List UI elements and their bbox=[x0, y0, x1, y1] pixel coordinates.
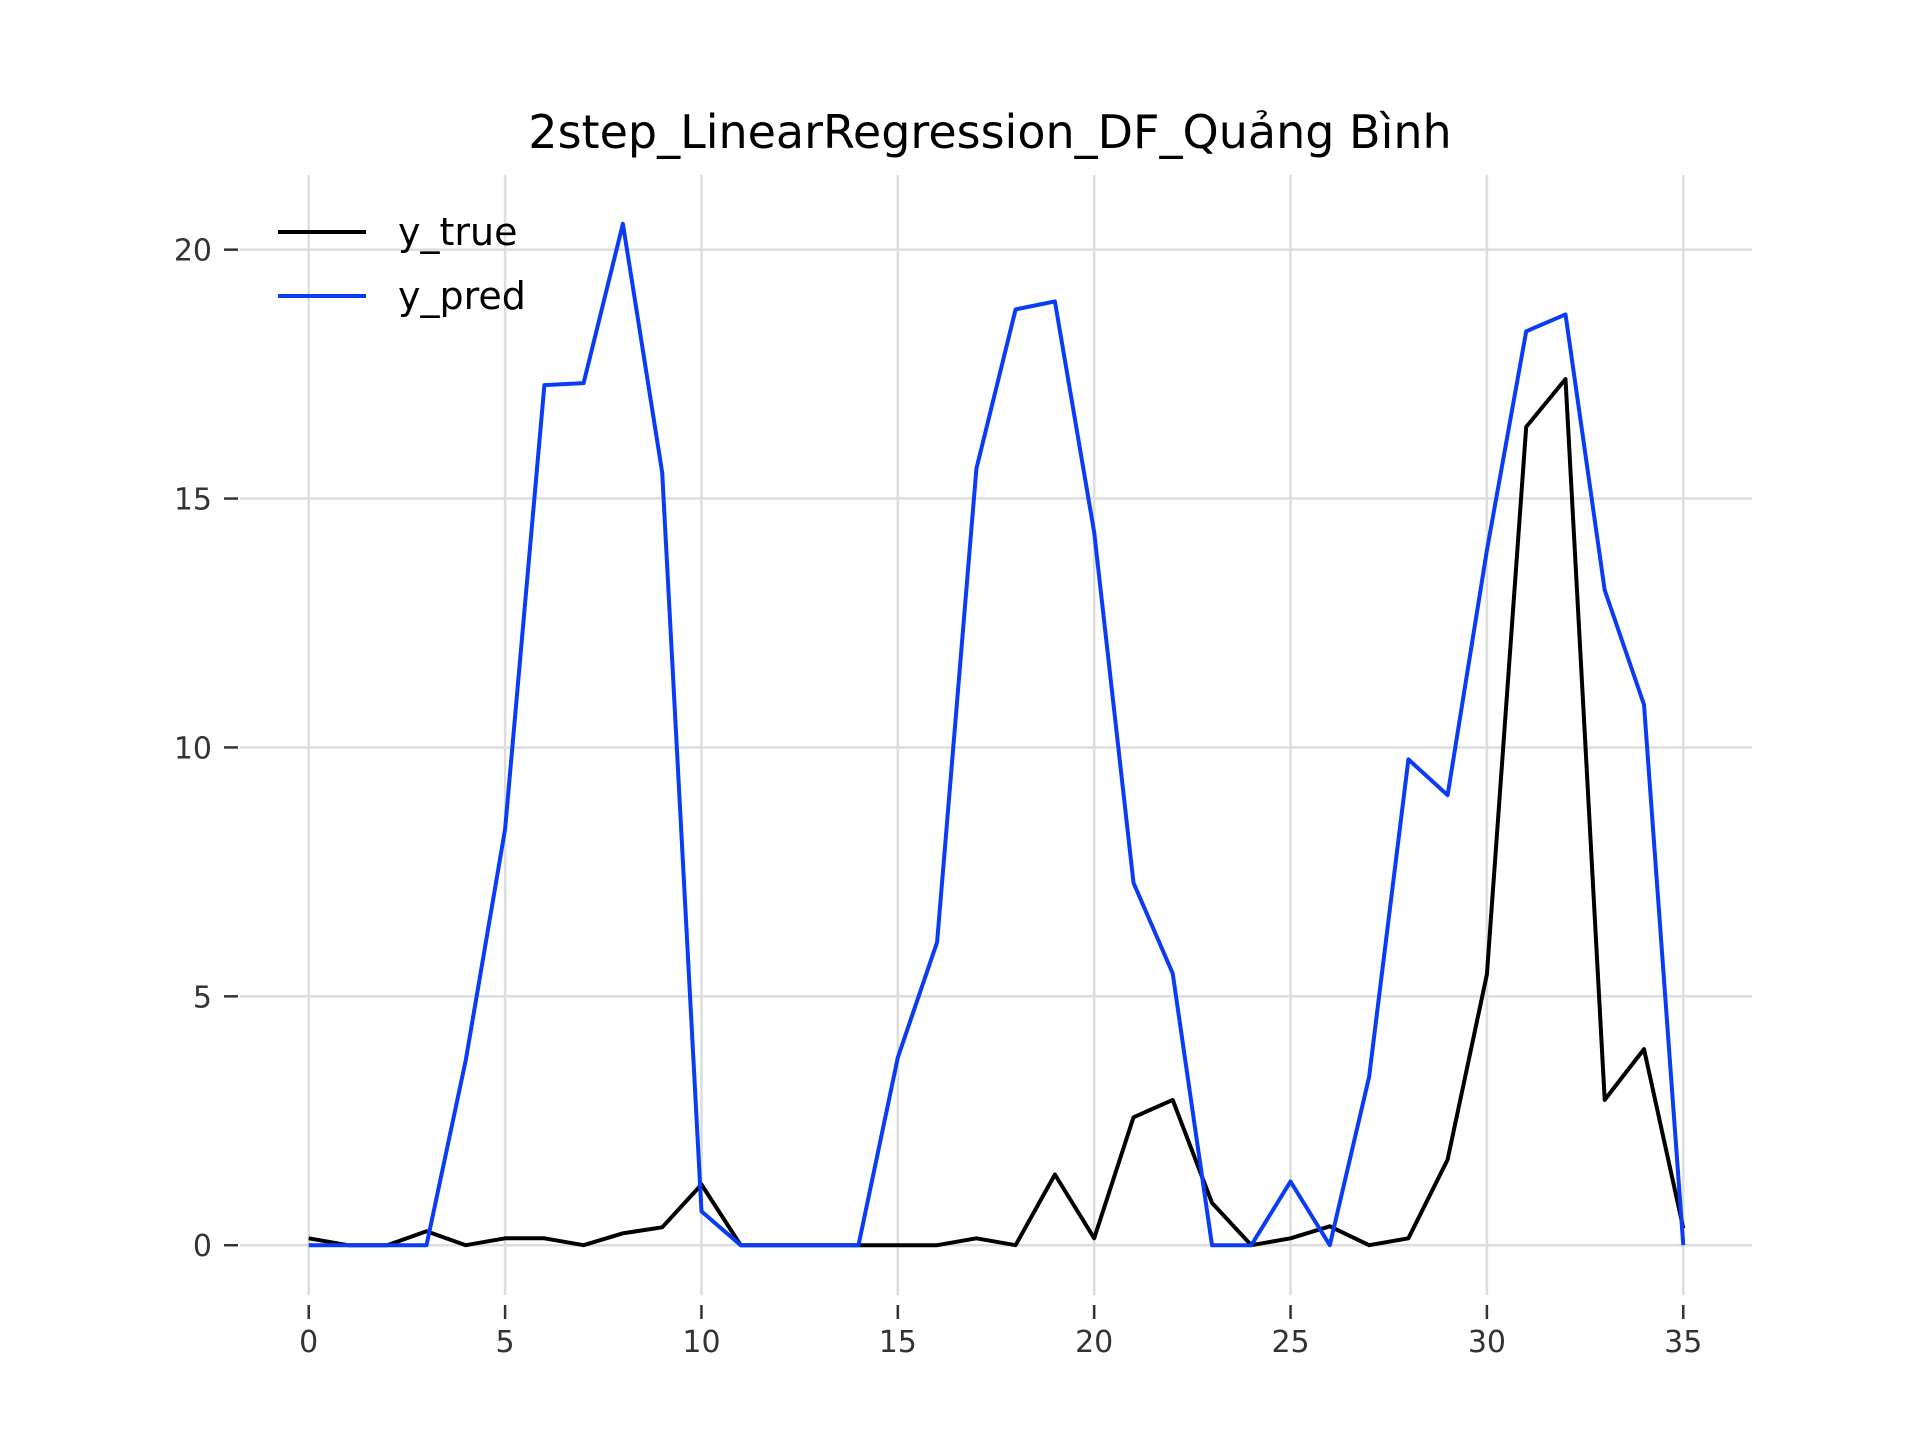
x-tick-label: 0 bbox=[299, 1325, 318, 1360]
x-tick-label: 35 bbox=[1664, 1325, 1702, 1360]
axis-ticks: 0 5 10 15 20 25 30 35 0 5 10 15 20 bbox=[174, 234, 1703, 1360]
series-line-y-true bbox=[308, 377, 1686, 1248]
y-tick-label: 20 bbox=[174, 234, 212, 269]
x-tick-label: 10 bbox=[682, 1325, 720, 1360]
y-tick-label: 0 bbox=[193, 1229, 212, 1264]
x-tick-label: 30 bbox=[1468, 1325, 1506, 1360]
chart-title: 2step_LinearRegression_DF_Quảng Bình bbox=[528, 105, 1451, 159]
legend-label-y-true: y_true bbox=[398, 210, 517, 254]
y-tick-label: 15 bbox=[174, 483, 212, 518]
series-line-y-pred bbox=[308, 221, 1686, 1248]
x-tick-label: 20 bbox=[1075, 1325, 1113, 1360]
x-tick-label: 5 bbox=[496, 1325, 515, 1360]
y-tick-label: 5 bbox=[193, 980, 212, 1015]
x-tick-label: 25 bbox=[1271, 1325, 1309, 1360]
series-lines bbox=[308, 221, 1686, 1248]
legend-label-y-pred: y_pred bbox=[398, 274, 526, 318]
x-tick-label: 15 bbox=[879, 1325, 917, 1360]
grid bbox=[240, 175, 1752, 1295]
y-tick-label: 10 bbox=[174, 731, 212, 766]
legend: y_true y_pred bbox=[278, 210, 526, 318]
